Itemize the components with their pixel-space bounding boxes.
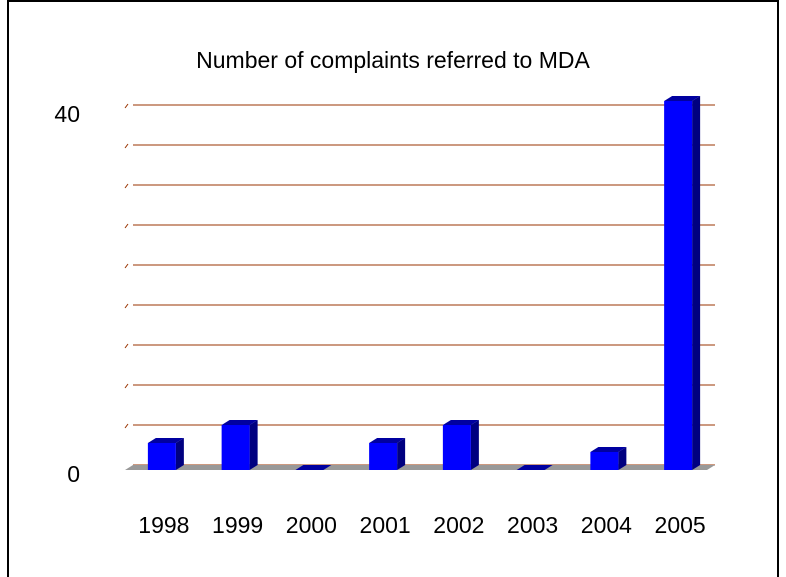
bar-side xyxy=(618,447,627,470)
chart-frame xyxy=(7,0,779,577)
bar-front xyxy=(442,425,471,470)
bar-side xyxy=(249,420,258,470)
axis-tick xyxy=(124,143,129,149)
axis-tick xyxy=(124,103,129,109)
bar-side xyxy=(692,96,701,470)
x-tick-label: 1999 xyxy=(212,512,263,538)
bar-top xyxy=(516,465,553,470)
x-tick-label: 2001 xyxy=(360,512,411,538)
axis-tick xyxy=(124,223,129,229)
bar-front xyxy=(147,443,176,470)
bar-top xyxy=(664,96,701,101)
x-tick-label: 2002 xyxy=(433,512,484,538)
axis-tick xyxy=(124,383,129,389)
axis-tick xyxy=(124,423,129,429)
bar-side xyxy=(470,420,479,470)
bar-front xyxy=(590,452,619,470)
bar-top xyxy=(295,465,332,470)
floor xyxy=(125,465,715,470)
bar-top xyxy=(369,438,406,443)
bar-top xyxy=(442,420,479,425)
x-tick-label: 2005 xyxy=(655,512,706,538)
bar-front xyxy=(221,425,250,470)
bar-top xyxy=(147,438,184,443)
bar-front xyxy=(664,101,693,470)
y-tick-label: 40 xyxy=(54,101,80,127)
x-tick-label: 2003 xyxy=(507,512,558,538)
chart-title: Number of complaints referred to MDA xyxy=(196,47,590,73)
bar xyxy=(590,447,627,470)
bar-side xyxy=(397,438,406,470)
bar xyxy=(295,465,332,470)
bar xyxy=(147,438,184,470)
bar-top xyxy=(221,420,258,425)
bar xyxy=(516,465,553,470)
y-tick-label: 0 xyxy=(67,461,80,487)
bar xyxy=(221,420,258,470)
axis-tick xyxy=(124,263,129,269)
bar-top xyxy=(590,447,627,452)
axis-tick xyxy=(124,343,129,349)
x-tick-label: 1998 xyxy=(138,512,189,538)
x-tick-label: 2004 xyxy=(581,512,632,538)
bar xyxy=(664,96,701,470)
bar xyxy=(442,420,479,470)
axis-tick xyxy=(124,303,129,309)
bar xyxy=(369,438,406,470)
axis-tick xyxy=(124,183,129,189)
bar-side xyxy=(175,438,184,470)
bar-front xyxy=(369,443,398,470)
x-tick-label: 2000 xyxy=(286,512,337,538)
